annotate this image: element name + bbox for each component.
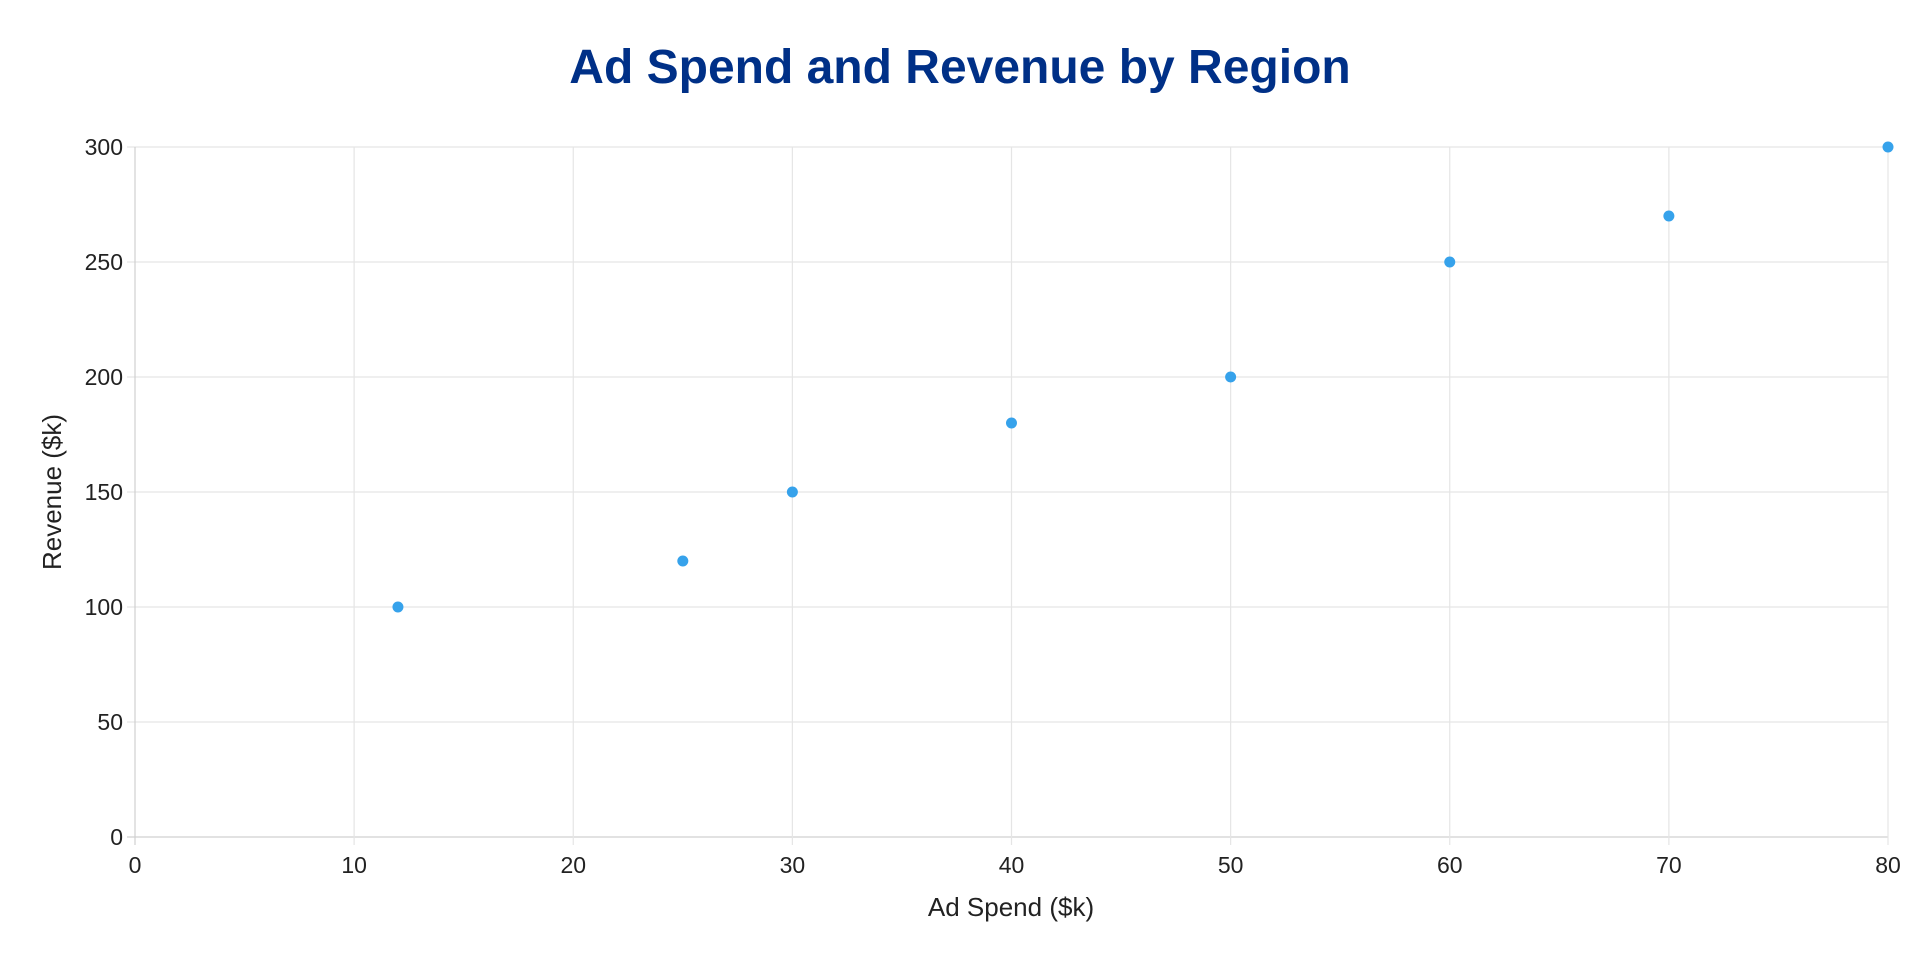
y-tick-label: 0 [110,824,123,850]
x-axis-ticks: 0 10 20 30 40 50 60 70 80 [129,852,1901,878]
y-axis-title: Revenue ($k) [37,414,67,570]
data-point[interactable] [786,486,798,498]
data-points [392,141,1894,613]
y-tick-label: 50 [97,709,123,735]
chart-title: Ad Spend and Revenue by Region [569,41,1351,94]
x-tick-label: 10 [341,852,367,878]
gridlines [127,146,1889,845]
x-tick-label: 70 [1656,852,1682,878]
x-tick-label: 20 [560,852,586,878]
x-tick-label: 40 [999,852,1025,878]
data-point[interactable] [1225,371,1237,383]
y-axis-ticks: 0 50 100 150 200 250 300 [85,134,123,850]
y-tick-label: 300 [85,134,123,160]
data-point[interactable] [1663,210,1675,222]
x-tick-label: 60 [1437,852,1463,878]
x-tick-label: 80 [1875,852,1901,878]
y-tick-label: 150 [85,479,123,505]
data-point[interactable] [1006,417,1017,429]
x-tick-label: 30 [780,852,806,878]
x-tick-label: 0 [129,852,142,878]
data-point[interactable] [677,555,689,567]
y-tick-label: 250 [85,249,123,275]
y-tick-label: 200 [85,364,123,390]
x-axis-title: Ad Spend ($k) [928,892,1094,922]
data-point[interactable] [1444,256,1456,268]
data-point[interactable] [392,601,404,613]
data-point[interactable] [1882,141,1894,153]
x-tick-label: 50 [1218,852,1244,878]
y-tick-label: 100 [85,594,123,620]
